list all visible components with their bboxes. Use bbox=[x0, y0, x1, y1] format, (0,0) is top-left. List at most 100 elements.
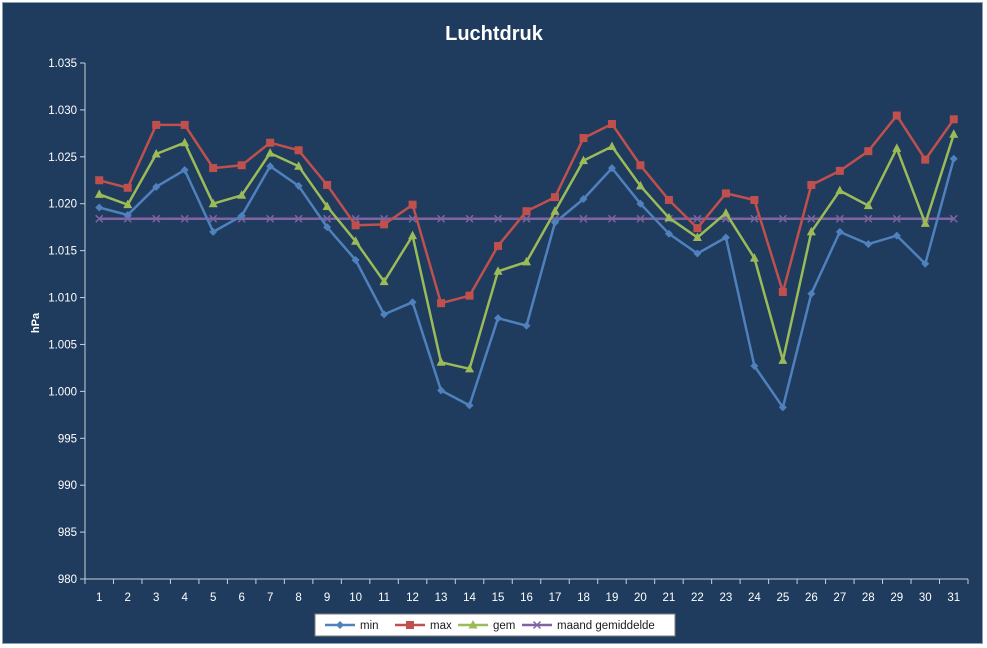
data-point bbox=[692, 232, 702, 242]
data-point bbox=[180, 120, 189, 129]
data-point bbox=[864, 147, 873, 156]
x-tick-label: 7 bbox=[267, 592, 273, 604]
x-tick-label: 5 bbox=[210, 592, 216, 604]
pressure-line-chart: Luchtdruk hPa 9809859909951.0001.0051.01… bbox=[30, 23, 969, 637]
data-point bbox=[749, 253, 759, 262]
series-gem bbox=[94, 129, 959, 373]
data-point bbox=[750, 195, 759, 204]
data-point bbox=[494, 314, 503, 323]
data-point bbox=[95, 203, 104, 212]
data-point bbox=[636, 199, 645, 208]
data-point bbox=[437, 386, 446, 395]
data-point bbox=[921, 155, 930, 164]
x-tick-label: 18 bbox=[577, 592, 590, 604]
y-tick-label: 980 bbox=[58, 574, 77, 586]
data-point bbox=[664, 229, 673, 238]
data-point bbox=[806, 226, 816, 236]
data-point bbox=[380, 220, 389, 229]
data-point bbox=[607, 164, 616, 173]
x-tick-label: 8 bbox=[295, 592, 301, 604]
data-point bbox=[209, 214, 218, 223]
x-tick-label: 23 bbox=[719, 592, 732, 604]
legend-entry: gem bbox=[458, 620, 515, 632]
series-layer bbox=[94, 111, 959, 412]
data-point bbox=[693, 224, 702, 233]
data-point bbox=[323, 180, 332, 189]
y-tick-label: 1.035 bbox=[48, 58, 77, 70]
data-point bbox=[835, 185, 845, 195]
x-tick-label: 28 bbox=[862, 592, 875, 604]
data-point bbox=[750, 214, 759, 223]
data-point bbox=[266, 162, 275, 171]
data-point bbox=[721, 208, 731, 217]
data-point bbox=[180, 214, 189, 223]
data-point bbox=[835, 166, 844, 175]
data-point bbox=[921, 259, 930, 268]
x-tick-label: 20 bbox=[634, 592, 647, 604]
x-tick-label: 22 bbox=[691, 592, 704, 604]
data-point bbox=[209, 227, 218, 236]
y-tick-label: 1.000 bbox=[48, 386, 77, 398]
data-point bbox=[949, 154, 958, 163]
legend-swatch-marker bbox=[532, 620, 542, 630]
data-point bbox=[94, 189, 104, 198]
series-line bbox=[98, 133, 955, 371]
data-point bbox=[266, 138, 275, 147]
data-point bbox=[208, 198, 218, 208]
x-tick-label: 13 bbox=[435, 592, 448, 604]
x-tick-label: 11 bbox=[378, 592, 390, 604]
data-point bbox=[95, 176, 104, 185]
data-point bbox=[493, 214, 503, 223]
data-point bbox=[294, 161, 304, 170]
y-tick-label: 1.020 bbox=[48, 199, 77, 211]
legend-swatch-marker bbox=[336, 621, 344, 629]
y-tick-label: 1.030 bbox=[48, 105, 77, 117]
data-point bbox=[835, 227, 844, 236]
legend-entry: max bbox=[395, 620, 452, 632]
data-point bbox=[436, 357, 446, 366]
data-point bbox=[322, 201, 332, 211]
x-tick-label: 30 bbox=[919, 592, 932, 604]
x-tick-label: 14 bbox=[463, 592, 476, 604]
data-point bbox=[635, 180, 645, 190]
data-point bbox=[550, 218, 559, 227]
data-point bbox=[607, 141, 617, 150]
data-point bbox=[607, 119, 616, 128]
x-tick-label: 3 bbox=[153, 592, 159, 604]
data-point bbox=[892, 214, 901, 223]
y-tick-label: 1.005 bbox=[48, 339, 77, 351]
x-tick-label: 26 bbox=[805, 592, 818, 604]
data-point bbox=[892, 231, 901, 240]
legend-label: max bbox=[430, 620, 452, 632]
data-point bbox=[693, 249, 702, 258]
data-point bbox=[807, 180, 816, 189]
data-point bbox=[721, 233, 730, 242]
x-tick-label: 24 bbox=[748, 592, 761, 604]
data-point bbox=[323, 223, 332, 232]
data-point bbox=[807, 289, 816, 298]
data-point bbox=[123, 183, 132, 192]
y-tick-label: 1.010 bbox=[48, 293, 77, 305]
data-point bbox=[465, 214, 474, 223]
data-point bbox=[664, 195, 673, 204]
x-tick-label: 16 bbox=[520, 592, 533, 604]
series-maand-gemiddelde bbox=[95, 214, 958, 223]
y-tick-label: 1.015 bbox=[48, 246, 77, 258]
data-point bbox=[123, 210, 132, 219]
data-point bbox=[579, 195, 588, 204]
data-point bbox=[380, 310, 389, 319]
data-point bbox=[579, 214, 588, 223]
data-point bbox=[949, 115, 958, 124]
legend-swatch-marker bbox=[468, 620, 478, 629]
data-point bbox=[721, 189, 730, 198]
data-point bbox=[152, 182, 161, 191]
y-axis-label: hPa bbox=[30, 312, 42, 333]
legend-entry: maand gemiddelde bbox=[522, 620, 655, 632]
data-point bbox=[379, 276, 389, 286]
data-point bbox=[294, 146, 303, 155]
x-tick-label: 19 bbox=[606, 592, 619, 604]
data-point bbox=[892, 143, 902, 152]
data-point bbox=[465, 363, 475, 373]
x-tick-label: 25 bbox=[776, 592, 789, 604]
